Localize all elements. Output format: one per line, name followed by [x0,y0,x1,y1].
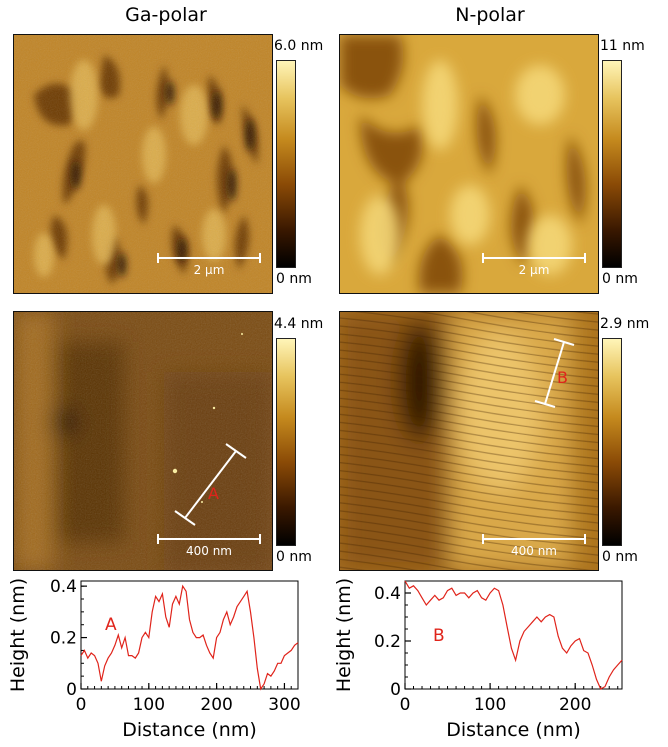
n-mid-colorbar-min: 0 nm [602,549,638,565]
ga-top-colorbar-max: 6.0 nm [274,38,324,54]
height-profile-line-b [404,580,623,690]
n-polar-afm-image-large [339,34,599,294]
n-top-scale-label: 2 µm [518,263,550,277]
x-axis-label-a: Distance (nm) [122,719,257,741]
y-tick-label-b: 0.2 [374,632,401,652]
ga-polar-afm-image-large [13,34,273,294]
ga-line-profile-marker [174,443,247,526]
x-tick-label-a: 200 [200,695,232,715]
ga-top-scale-bar [157,253,261,263]
n-mid-scale-label: 400 nm [510,544,557,558]
n-polar-afm-image-zoom [339,311,599,571]
ga-polar-afm-image-zoom [13,311,273,571]
ga-top-colorbar [276,60,296,268]
x-tick-label-a: 300 [268,695,300,715]
x-tick-label-b: 200 [559,695,591,715]
x-tick-label-b: 0 [400,695,411,715]
n-mid-scale-bar [482,534,586,544]
n-top-colorbar-max: 11 nm [600,38,645,54]
plot-frame-a [80,580,299,690]
y-axis-label-b: Height (nm) [333,578,355,692]
x-axis-label-b: Distance (nm) [446,719,581,741]
y-tick-label-b: 0 [390,680,401,700]
ga-mid-colorbar-min: 0 nm [276,549,312,565]
n-top-scale-bar [482,253,586,263]
profile-marker-label-a: A [105,615,117,635]
ga-mid-colorbar [276,338,296,546]
plot-frame-b [404,580,623,690]
y-tick-label-a: 0.2 [50,629,77,649]
y-axis-label-a: Height (nm) [7,578,29,692]
ga-mid-scale-label: 400 nm [185,544,232,558]
x-tick-label-a: 0 [76,695,87,715]
ga-mid-colorbar-max: 4.4 nm [274,316,324,332]
y-tick-label-a: 0 [66,680,77,700]
ga-mid-scale-bar [157,534,261,544]
y-tick-label-b: 0.4 [374,584,401,604]
ga-top-scale-label: 2 µm [193,263,225,277]
height-profile-chart-b: 0 100 200 0 0.2 0.4 B Distance (nm) Height (nm) [333,578,623,741]
x-tick-label-a: 100 [133,695,165,715]
n-mid-colorbar-max: 2.9 nm [600,316,650,332]
n-marker-label: B [557,368,568,387]
ga-polar-title: Ga-polar [125,4,207,26]
n-line-profile-marker [534,338,575,408]
n-polar-title: N-polar [455,4,525,26]
ga-marker-label: A [208,484,219,503]
y-tick-label-a: 0.4 [50,577,77,597]
n-mid-colorbar [602,338,622,546]
x-tick-label-b: 100 [474,695,506,715]
ga-top-colorbar-min: 0 nm [276,271,312,287]
n-top-colorbar [602,60,622,268]
profile-marker-label-b: B [433,626,445,646]
height-profile-line-a [80,584,299,691]
n-top-colorbar-min: 0 nm [602,271,638,287]
height-profile-chart-a: 0 100 200 300 0 0.2 0.4 A Distance (nm) Height (n… [7,577,301,741]
